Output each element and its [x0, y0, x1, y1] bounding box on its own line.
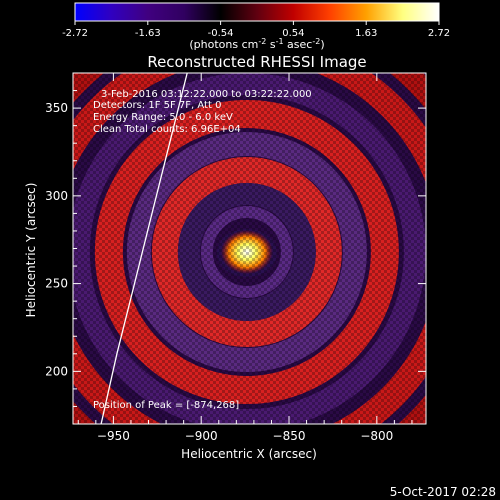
- colorbar-tick-label: 2.72: [428, 28, 450, 39]
- colorbar-ticks: -2.72 -1.63 -0.54 0.54 1.63 2.72: [62, 21, 450, 39]
- pixel-texture: [73, 73, 426, 424]
- y-axis-label: Heliocentric Y (arcsec): [24, 183, 38, 318]
- colorbar-tick-label: 1.63: [355, 28, 377, 39]
- chart-title: Reconstructed RHESSI Image: [147, 53, 366, 71]
- x-tick-label: −850: [273, 429, 306, 443]
- image-plot: [73, 73, 426, 424]
- footer-date: 5-Oct-2017 02:28: [390, 485, 496, 499]
- colorbar-units: (photons cm-2 s-1 asec-2): [189, 37, 324, 51]
- peak-position-label: Position of Peak = [-874,268]: [93, 400, 239, 411]
- time-range-label: 3-Feb-2016 03:12:22.000 to 03:22:22.000: [101, 89, 312, 100]
- energy-range-label: Energy Range: 5.0 - 6.0 keV: [93, 112, 233, 123]
- axis-ticks: −950 −900 −850 −800 200 250 300 350: [45, 72, 426, 443]
- clean-counts-label: Clean Total counts: 6.96E+04: [93, 124, 241, 135]
- x-tick-label: −950: [97, 429, 130, 443]
- colorbar-tick-label: -0.54: [208, 28, 234, 39]
- colorbar-tick-label: 0.54: [282, 28, 304, 39]
- colorbar-tick-label: -2.72: [62, 28, 88, 39]
- y-tick-label: 200: [45, 364, 68, 378]
- y-tick-label: 350: [45, 101, 68, 115]
- solar-limb-curve: [100, 73, 188, 424]
- colorbar-tick-label: -1.63: [135, 28, 161, 39]
- colorbar: -2.72 -1.63 -0.54 0.54 1.63 2.72 (photons cm-…: [62, 2, 450, 51]
- detectors-label: Detectors: 1F 5F 7F, Att 0: [93, 100, 221, 111]
- y-tick-label: 300: [45, 189, 68, 203]
- colorbar-gradient: [74, 2, 440, 22]
- y-tick-label: 250: [45, 277, 68, 291]
- x-tick-label: −800: [360, 429, 393, 443]
- x-axis-label: Heliocentric X (arcsec): [181, 447, 317, 461]
- x-tick-label: −900: [185, 429, 218, 443]
